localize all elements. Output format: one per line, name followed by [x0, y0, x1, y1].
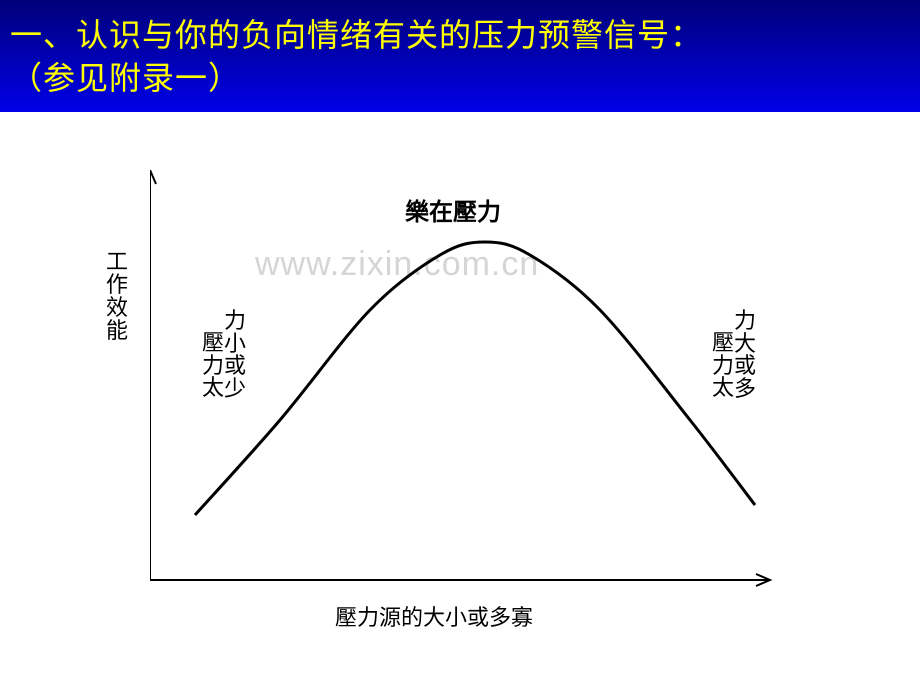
- performance-curve: [195, 242, 755, 515]
- right-annotation: 壓 力 太力 大 或 多: [690, 310, 756, 445]
- peak-label: 樂在壓力: [405, 192, 501, 227]
- x-axis-label: 壓力源的大小或多寡: [335, 600, 533, 632]
- left-col-1: 壓 力 太: [202, 332, 224, 399]
- right-col-2: 力 大 或 多: [734, 310, 756, 400]
- title-line-1: 一、认识与你的负向情绪有关的压力预警信号：: [10, 14, 910, 57]
- left-annotation: 壓 力 太力 小 或 少: [180, 310, 246, 445]
- slide-header: 一、认识与你的负向情绪有关的压力预警信号： （参见附录一）: [0, 0, 920, 112]
- left-col-2: 力 小 或 少: [224, 310, 246, 400]
- right-col-1: 壓 力 太: [712, 332, 734, 399]
- title-line-2: （参见附录一）: [10, 57, 910, 100]
- pressure-performance-chart: www.zixin.com.cn 工作效能 壓力源的大小或多寡 樂在壓力 壓 力…: [105, 170, 805, 630]
- y-axis-label: 工作效能: [105, 250, 129, 342]
